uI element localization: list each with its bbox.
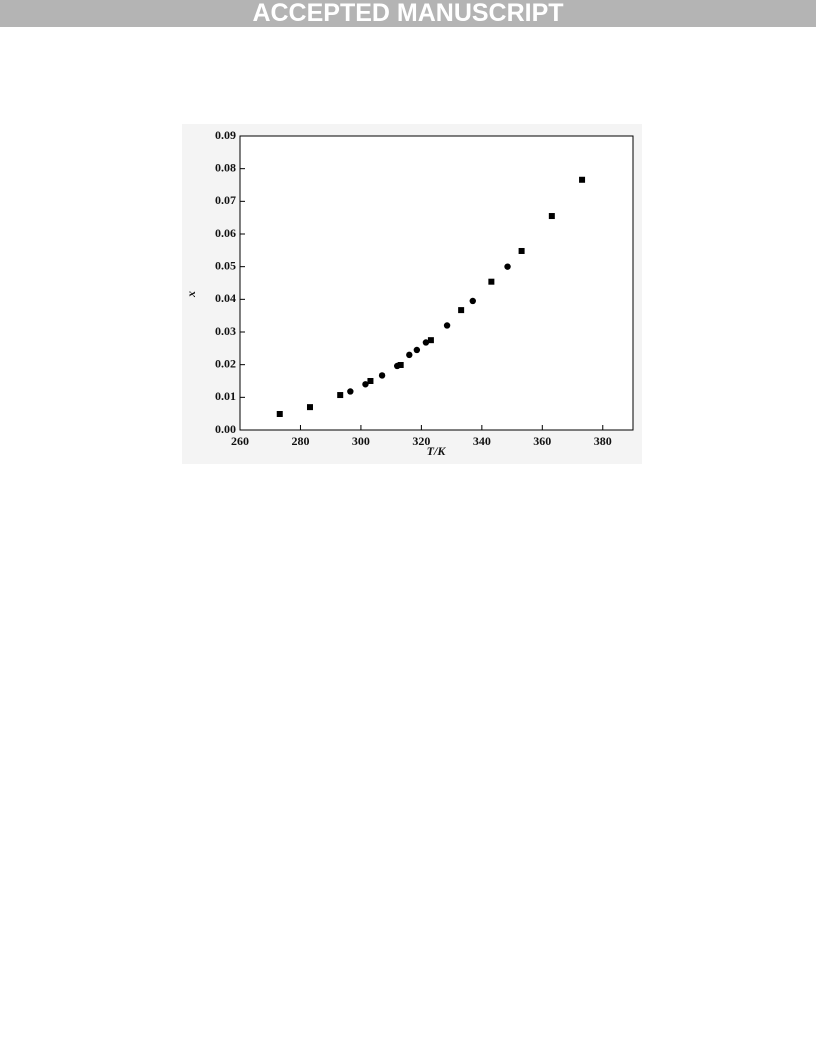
point — [422, 339, 430, 346]
point — [488, 278, 495, 285]
y-tick-label: 0.00 — [215, 422, 236, 436]
y-tick-label: 0.01 — [215, 389, 236, 403]
point — [413, 346, 421, 354]
point — [362, 381, 369, 388]
y-tick-label: 0.07 — [215, 193, 236, 207]
point — [548, 213, 555, 220]
x-tick-label: 360 — [533, 434, 551, 448]
point — [469, 297, 476, 305]
point — [306, 404, 313, 411]
y-tick-label: 0.06 — [215, 226, 236, 240]
point — [378, 372, 386, 379]
point — [443, 322, 451, 329]
point — [504, 263, 511, 270]
x-tick-label: 300 — [352, 434, 370, 448]
point — [458, 307, 465, 314]
x-tick-label: 380 — [594, 434, 612, 448]
point — [427, 337, 434, 344]
y-tick-label: 0.09 — [215, 128, 236, 142]
y-tick-label: 0.03 — [215, 324, 236, 338]
y-tick-label: 0.05 — [215, 258, 236, 272]
point — [579, 176, 586, 183]
x-tick-label: 320 — [412, 434, 430, 448]
y-tick-label: 0.08 — [215, 160, 236, 174]
point — [276, 410, 283, 417]
point — [406, 351, 413, 359]
x-tick-label: 340 — [473, 434, 491, 448]
point — [367, 378, 374, 384]
plot-frame — [239, 135, 634, 431]
point — [394, 362, 401, 370]
y-tick-label: 0.04 — [215, 291, 236, 305]
point — [397, 361, 404, 368]
x-tick-label: 260 — [231, 434, 249, 448]
point — [337, 392, 344, 399]
y-axis-label: x — [184, 291, 198, 298]
point — [347, 388, 354, 395]
y-tick-label: 0.02 — [215, 356, 236, 370]
point — [518, 247, 525, 254]
x-tick-label: 280 — [291, 434, 309, 448]
banner: ACCEPTED MANUSCRIPT — [0, 0, 816, 27]
x-axis-label: T/K — [427, 444, 447, 458]
